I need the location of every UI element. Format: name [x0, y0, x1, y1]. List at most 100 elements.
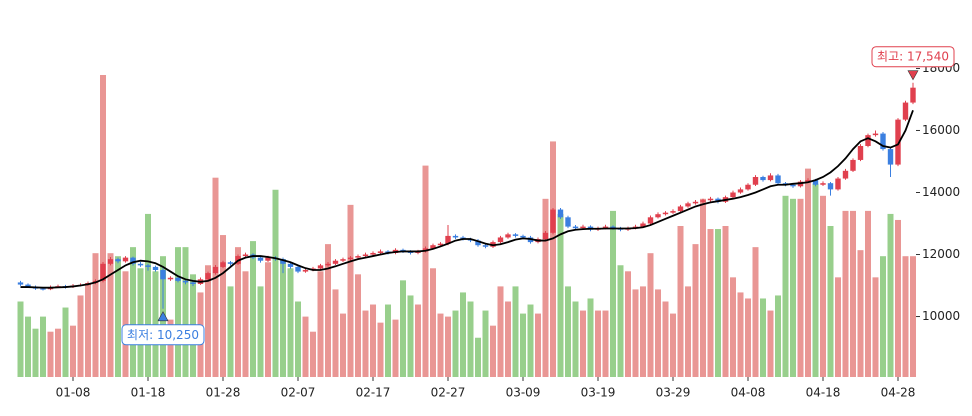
volume-bar — [100, 75, 106, 377]
volume-bar — [640, 286, 646, 377]
annotation-box — [121, 324, 205, 346]
candle-body — [730, 192, 736, 198]
volume-bar — [737, 292, 744, 377]
x-tick-label: 01-08 — [56, 386, 91, 400]
candle-body — [40, 288, 46, 290]
candle-body — [182, 280, 189, 283]
candle-body — [790, 184, 796, 187]
candle-body — [872, 133, 879, 136]
candle-body — [332, 260, 339, 264]
volume-bar — [175, 247, 181, 377]
candle-body — [857, 145, 864, 160]
x-tick-label: 02-27 — [431, 386, 466, 400]
volume-bar — [865, 210, 871, 377]
candle-body — [655, 214, 661, 218]
volume-bar — [415, 304, 421, 377]
volume-bar — [572, 301, 579, 377]
candle-body — [752, 176, 759, 185]
candle-body — [805, 180, 811, 182]
volume-bar — [527, 304, 534, 377]
volume-bar — [805, 168, 811, 377]
volume-bar — [512, 286, 519, 377]
volume-bar — [887, 213, 894, 377]
candle-body — [17, 282, 24, 285]
x-tick-label: 04-28 — [881, 386, 916, 400]
candle-body — [745, 184, 751, 190]
volume-bar — [32, 328, 39, 377]
volume-bar — [677, 226, 684, 377]
candle-body — [475, 240, 481, 246]
volume-bar — [550, 141, 556, 377]
volume-bar — [302, 316, 309, 377]
volume-bar — [520, 313, 526, 377]
volume-bar — [557, 213, 564, 377]
volume-bar — [782, 195, 789, 377]
candle-body — [557, 209, 564, 218]
volume-bar — [122, 271, 129, 377]
volume-bar — [77, 295, 84, 377]
volume-bar — [647, 253, 654, 377]
annotation-label: 최고: 17,540 — [877, 50, 949, 64]
candle-body — [910, 87, 916, 103]
candle-body — [842, 170, 849, 179]
annotation-marker — [157, 311, 169, 322]
candle-body — [287, 263, 294, 267]
candle-body — [100, 263, 106, 281]
candle-body — [115, 259, 121, 262]
volume-bar — [812, 183, 819, 377]
volume-bar — [775, 295, 781, 377]
candle-body — [505, 234, 511, 238]
volume-bar — [220, 235, 226, 377]
x-tick-label: 03-09 — [506, 386, 541, 400]
volume-bar — [167, 319, 174, 377]
volume-bar — [55, 328, 61, 377]
candle-body — [775, 175, 781, 184]
candle-body — [167, 277, 174, 280]
volume-bar — [595, 310, 601, 377]
volume-bar — [47, 331, 54, 377]
volume-bar — [325, 244, 331, 377]
volume-bar — [730, 277, 736, 377]
candle-body — [880, 133, 886, 150]
volume-bar — [62, 307, 69, 377]
volume-bar — [235, 247, 241, 377]
volume-bar — [497, 286, 504, 377]
volume-bar — [565, 286, 571, 377]
volume-bar — [482, 310, 489, 377]
volume-bar — [580, 310, 586, 377]
candle-body — [497, 237, 504, 243]
candle-body — [820, 183, 826, 185]
candle-body — [887, 149, 894, 165]
candle-body — [445, 235, 451, 244]
volume-bar — [130, 247, 136, 377]
volume-bar — [362, 310, 369, 377]
volume-bar — [610, 210, 616, 377]
volume-bar — [752, 247, 759, 377]
annotation: 최저: 10,250 — [121, 311, 205, 346]
candle-body — [175, 277, 181, 281]
candle-body — [190, 282, 196, 284]
candle-body — [220, 262, 226, 267]
volume-bar — [40, 316, 46, 377]
volume-bar — [700, 198, 706, 377]
volume-bar — [827, 226, 834, 377]
candle-body — [715, 198, 721, 202]
x-tick-label: 04-18 — [806, 386, 841, 400]
candle-body — [25, 284, 31, 287]
volume-bar — [92, 253, 99, 377]
candle-body — [347, 257, 354, 260]
candle-body — [265, 257, 271, 261]
volume-bar — [115, 256, 121, 377]
x-tick-label: 01-28 — [206, 386, 241, 400]
candle-body — [377, 251, 384, 253]
candle-body — [640, 223, 646, 227]
candle-body — [152, 266, 159, 271]
candle-body — [520, 235, 526, 238]
candle-body — [707, 198, 714, 201]
candle-body — [212, 266, 219, 274]
y-tick-label: 16000 — [922, 123, 960, 137]
volume-bar — [340, 313, 346, 377]
volume-bar — [385, 304, 391, 377]
candle-body — [370, 252, 376, 255]
